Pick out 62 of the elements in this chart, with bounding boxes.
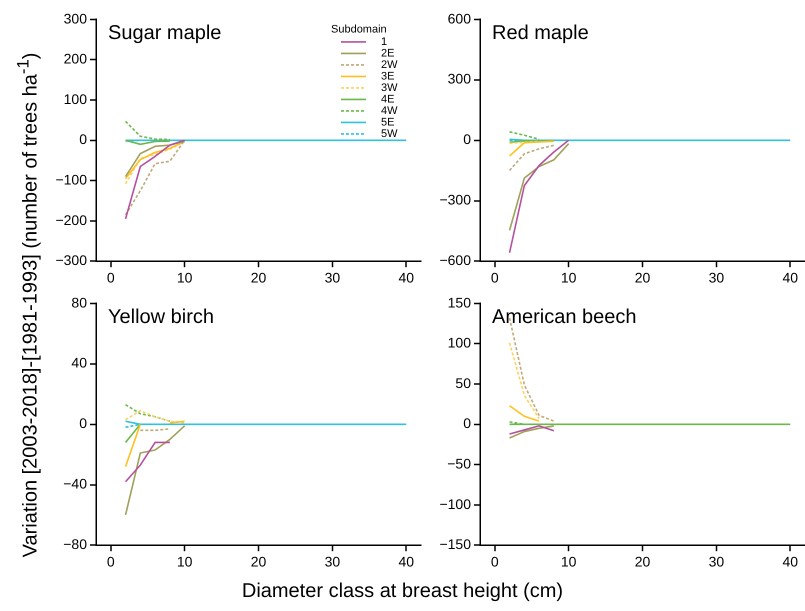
x-tick-label: 10: [176, 553, 193, 570]
legend-label: 3W: [381, 82, 398, 94]
x-tick-label: 20: [634, 553, 650, 570]
y-tick-label: −40: [63, 476, 88, 492]
y-tick-label: 80: [71, 294, 88, 310]
legend-label: 1: [381, 36, 388, 48]
y-tick-label: 300: [448, 70, 472, 87]
y-tick-label: 0: [79, 415, 88, 432]
line-series: [124, 404, 171, 422]
x-tick-label: 40: [782, 269, 798, 286]
y-tick-label: 0: [79, 131, 88, 148]
chart-title: American beech: [492, 306, 637, 328]
legend-label: 4E: [381, 93, 394, 106]
legend-label: 5E: [381, 116, 394, 128]
x-tick-label: 40: [782, 553, 798, 570]
legend-label: 2W: [381, 58, 398, 71]
y-tick-label: −300: [55, 252, 88, 268]
x-tick-label: 0: [490, 269, 499, 286]
y-tick-label: 40: [71, 354, 88, 371]
x-tick-label: 30: [708, 269, 724, 286]
x-tick-label: 40: [398, 269, 414, 286]
y-tick-label: 200: [64, 50, 88, 67]
y-tick-label: 50: [455, 374, 472, 391]
y-tick-label: −50: [447, 455, 472, 472]
x-tick-label: 0: [490, 553, 499, 570]
x-tick-label: 10: [176, 269, 193, 286]
x-tick-label: 30: [324, 553, 340, 570]
legend-label: 5W: [381, 128, 398, 140]
line-series: [508, 144, 555, 172]
x-tick-label: 30: [708, 553, 724, 570]
x-tick-label: 0: [106, 553, 115, 570]
x-tick-label: 20: [250, 553, 266, 570]
chart-title: Sugar maple: [108, 22, 222, 44]
y-tick-label: −100: [55, 171, 88, 188]
legend-title: Subdomain: [331, 23, 387, 36]
legend-label: 4W: [381, 104, 398, 117]
y-tick-label: 100: [64, 90, 88, 107]
y-tick-label: −200: [55, 212, 88, 228]
y-tick-label: −80: [63, 536, 88, 552]
legend-label: 3E: [381, 70, 394, 82]
legend-label: 2E: [381, 47, 394, 60]
x-tick-label: 30: [324, 269, 340, 286]
y-tick-label: −100: [439, 496, 472, 512]
x-tick-label: 20: [250, 269, 266, 286]
y-tick-label: 150: [448, 294, 472, 310]
y-tick-label: 300: [64, 10, 88, 26]
y-tick-label: −300: [439, 192, 472, 208]
y-tick-label: 0: [463, 131, 472, 148]
y-tick-label: −150: [439, 536, 472, 552]
x-tick-label: 20: [634, 269, 650, 286]
chart-title: Yellow birch: [108, 306, 214, 328]
x-tick-label: 10: [560, 553, 577, 570]
line-series: [124, 410, 186, 424]
x-tick-label: 40: [398, 553, 414, 570]
x-tick-label: 0: [106, 269, 115, 286]
y-tick-label: 100: [448, 334, 472, 351]
y-tick-label: −600: [439, 252, 472, 268]
chart-title: Red maple: [492, 22, 589, 44]
y-tick-label: 0: [463, 415, 472, 432]
x-axis-title: Diameter class at breast height (cm): [240, 580, 564, 603]
x-tick-label: 10: [560, 269, 577, 286]
y-tick-label: 600: [448, 10, 472, 26]
